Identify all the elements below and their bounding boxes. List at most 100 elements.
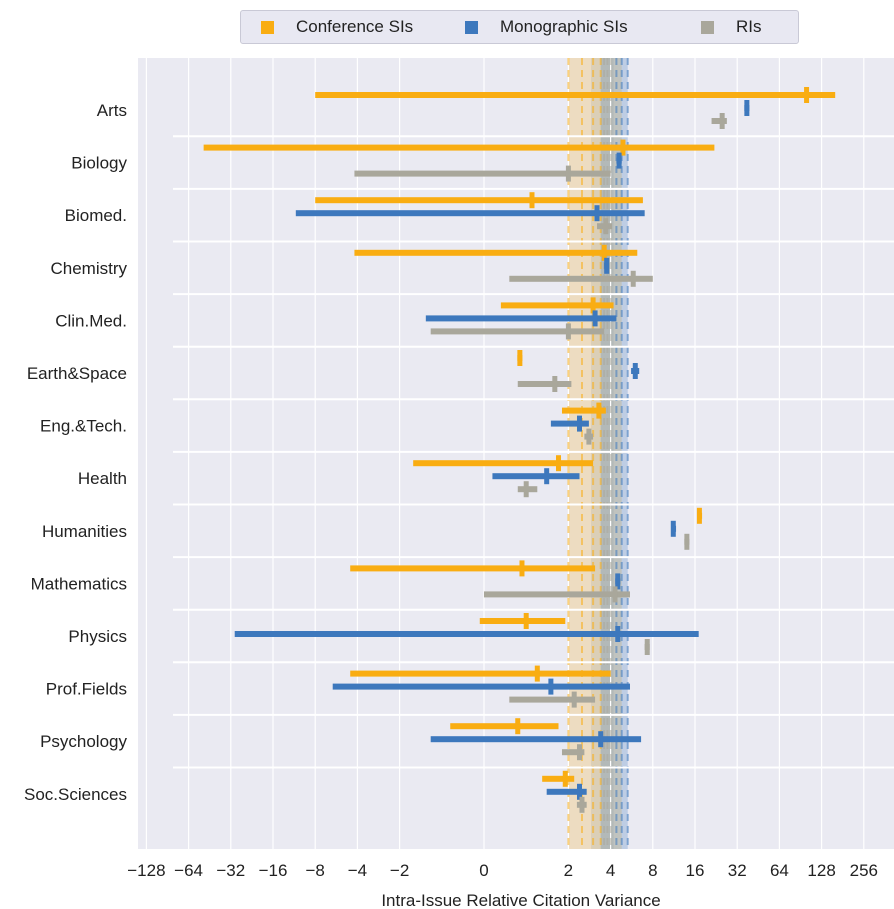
interval-bar-conference	[315, 197, 643, 204]
category-labels: Arts Biology Biomed. Chemistry Clin.Med. Eart…	[24, 101, 127, 804]
interval-bar-monographic	[492, 473, 580, 480]
interval-bar-conference	[561, 407, 606, 414]
interval-bars	[203, 87, 836, 813]
x-tick-label: −32	[216, 861, 245, 880]
category-label: Biomed.	[65, 206, 127, 225]
point-marker-monographic	[615, 573, 621, 590]
interval-bar-ris	[509, 696, 596, 703]
point-marker-monographic	[632, 363, 638, 379]
point-marker-conference	[517, 350, 523, 366]
interval-bar-monographic	[550, 420, 589, 427]
point-marker-conference	[601, 244, 607, 261]
interval-bar-conference	[500, 302, 614, 309]
point-marker-conference	[596, 402, 602, 419]
x-tick-label: −64	[174, 861, 203, 880]
point-marker-conference	[515, 718, 521, 735]
point-marker-monographic	[592, 310, 598, 327]
category-label: Eng.&Tech.	[40, 417, 127, 436]
x-tick-label: −128	[127, 861, 165, 880]
category-separators	[173, 135, 894, 769]
interval-bar-conference	[450, 723, 559, 730]
legend-swatch-monographic	[465, 20, 478, 34]
point-marker-conference	[519, 560, 525, 577]
point-marker-monographic	[744, 100, 750, 116]
x-axis-label: Intra-Issue Relative Citation Variance	[381, 891, 660, 909]
x-tick-label: −4	[348, 861, 367, 880]
point-marker-monographic	[544, 468, 550, 485]
point-marker-ris	[571, 691, 577, 708]
point-marker-conference	[523, 613, 529, 629]
point-marker-ris	[644, 639, 650, 655]
point-marker-conference	[562, 770, 568, 787]
legend-label-ris: RIs	[736, 17, 762, 36]
category-label: Soc.Sciences	[24, 785, 127, 804]
interval-bar-ris	[711, 118, 727, 124]
point-marker-monographic	[548, 678, 554, 695]
x-tick-label: 4	[606, 861, 615, 880]
point-marker-ris	[684, 533, 690, 550]
category-label: Earth&Space	[27, 364, 127, 383]
interval-bar-conference	[479, 618, 566, 624]
legend-item-ris: RIs	[701, 11, 762, 43]
x-tick-label: 2	[564, 861, 573, 880]
category-label: Clin.Med.	[55, 311, 127, 330]
point-marker-ris	[552, 376, 558, 392]
x-tick-label: 128	[807, 861, 835, 880]
interval-bar-monographic	[430, 736, 642, 743]
interval-bar-conference	[413, 460, 594, 467]
x-tick-label: 32	[728, 861, 747, 880]
category-label: Chemistry	[50, 259, 127, 278]
legend-swatch-conference	[261, 20, 274, 34]
point-marker-monographic	[594, 205, 600, 222]
point-marker-conference	[556, 455, 562, 472]
legend-label-conference: Conference SIs	[296, 17, 414, 36]
category-label: Prof.Fields	[46, 680, 127, 699]
point-marker-monographic	[598, 731, 604, 748]
interval-bar-ris	[354, 170, 611, 177]
interval-bar-conference	[542, 775, 575, 782]
legend: Conference SIs Monographic SIs RIs	[240, 10, 799, 44]
point-marker-ris	[565, 323, 571, 340]
point-marker-monographic	[615, 626, 621, 642]
point-marker-ris	[579, 796, 585, 813]
point-marker-monographic	[577, 783, 583, 800]
category-label: Physics	[68, 627, 127, 646]
category-label: Psychology	[40, 732, 127, 751]
x-tick-label: −16	[259, 861, 288, 880]
point-marker-ris	[523, 481, 529, 498]
x-tick-label: 64	[770, 861, 789, 880]
point-marker-monographic	[670, 520, 676, 537]
interval-bar-ris	[561, 749, 585, 756]
x-tick-label: −8	[306, 861, 325, 880]
point-marker-conference	[590, 297, 596, 314]
interval-bar-monographic	[332, 683, 630, 690]
interval-bar-monographic	[546, 788, 587, 795]
interval-bar-conference	[354, 249, 638, 256]
point-marker-conference	[804, 87, 810, 103]
category-label: Mathematics	[31, 574, 127, 593]
point-marker-ris	[603, 218, 609, 235]
x-tick-label: 0	[479, 861, 488, 880]
interval-bar-ris	[517, 381, 572, 387]
x-tick-labels: −128 −64 −32 −16 −8 −4 −2 0 2 4 8 16 32 64 128 256	[127, 861, 878, 880]
interval-bar-conference	[315, 92, 836, 98]
interval-bar-conference	[350, 670, 611, 677]
interval-bar-conference	[203, 144, 715, 151]
legend-label-monographic: Monographic SIs	[500, 17, 628, 36]
reference-bands	[568, 58, 628, 849]
interval-bar-conference	[350, 565, 596, 572]
interval-bar-ris	[430, 328, 605, 335]
point-marker-ris	[577, 744, 583, 761]
point-marker-monographic	[616, 152, 622, 169]
point-marker-ris	[586, 428, 592, 445]
interval-bar-monographic	[234, 631, 699, 637]
point-marker-ris	[630, 270, 636, 287]
category-label: Humanities	[42, 522, 127, 541]
point-marker-monographic	[604, 257, 610, 274]
legend-swatch-ris	[701, 20, 714, 34]
point-marker-conference	[534, 665, 540, 682]
point-marker-conference	[529, 192, 535, 209]
interval-bar-monographic	[425, 315, 617, 322]
interval-bar-ris	[509, 275, 653, 282]
